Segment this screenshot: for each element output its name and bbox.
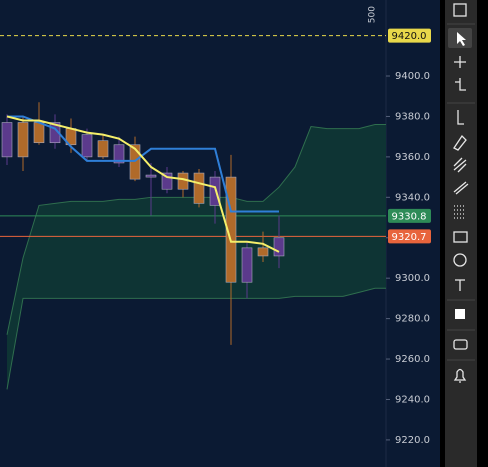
candle-body: [193, 172, 205, 204]
y-tick-label: 9380.0: [395, 111, 430, 122]
price-tag-label: 9330.8: [392, 211, 427, 222]
candle-body: [177, 172, 189, 190]
y-tick-label: 9260.0: [395, 354, 430, 365]
layout-icon[interactable]: [453, 3, 467, 17]
plot-area: [0, 35, 386, 390]
candle-body: [209, 176, 221, 206]
y-tick-label: 9280.0: [395, 314, 430, 325]
candle-body: [129, 144, 141, 180]
text-icon[interactable]: [455, 279, 465, 291]
measure-icon[interactable]: [455, 78, 466, 91]
candle-body: [81, 134, 93, 158]
candle-body: [273, 237, 285, 257]
candle-body: [225, 176, 237, 283]
price-tag: [388, 208, 431, 223]
parallel-icon[interactable]: [453, 181, 469, 195]
toolbar-icons: [447, 3, 475, 383]
band-fill: [7, 124, 386, 390]
band-lower: [6, 287, 386, 390]
candle-body: [1, 122, 13, 158]
price-tag-label: 9420.0: [392, 31, 427, 42]
alert-icon[interactable]: [453, 368, 467, 383]
candle-body: [17, 122, 29, 158]
y-tick-label: 9240.0: [395, 394, 430, 405]
y-tick-label: 9360.0: [395, 152, 430, 163]
cursor-icon[interactable]: [457, 32, 466, 46]
fib-icon[interactable]: [454, 205, 466, 219]
candle-body: [257, 247, 269, 257]
price-tag: [388, 28, 431, 43]
indicator-line: [6, 115, 280, 253]
indicator-line: [7, 115, 279, 213]
candle-body: [241, 247, 253, 283]
candle-body: [113, 144, 125, 164]
toolbar: [445, 0, 477, 467]
circle-icon[interactable]: [453, 253, 467, 267]
candle-body: [33, 122, 45, 144]
candle-body: [97, 140, 109, 158]
y-tick-label: 9220.0: [395, 435, 430, 446]
line-icon[interactable]: [457, 110, 464, 125]
price-tag: [388, 229, 431, 244]
channel-icon[interactable]: [453, 157, 467, 173]
candle-body: [49, 122, 61, 144]
color-icon[interactable]: [455, 309, 465, 319]
rect-icon[interactable]: [453, 231, 468, 243]
camera-icon[interactable]: [453, 339, 468, 350]
scale-label: 500: [368, 6, 378, 23]
y-tick-label: 9340.0: [395, 192, 430, 203]
y-tick-label: 9300.0: [395, 273, 430, 284]
price-tag-label: 9320.7: [392, 232, 427, 243]
y-tick-label: 9400.0: [395, 71, 430, 82]
price-axis: 9220.09240.09260.09280.09300.09320.09340…: [386, 28, 431, 446]
candle-body: [161, 172, 173, 190]
crosshair-icon[interactable]: [454, 56, 466, 68]
pen-icon[interactable]: [453, 134, 467, 151]
candle-body: [145, 174, 157, 178]
